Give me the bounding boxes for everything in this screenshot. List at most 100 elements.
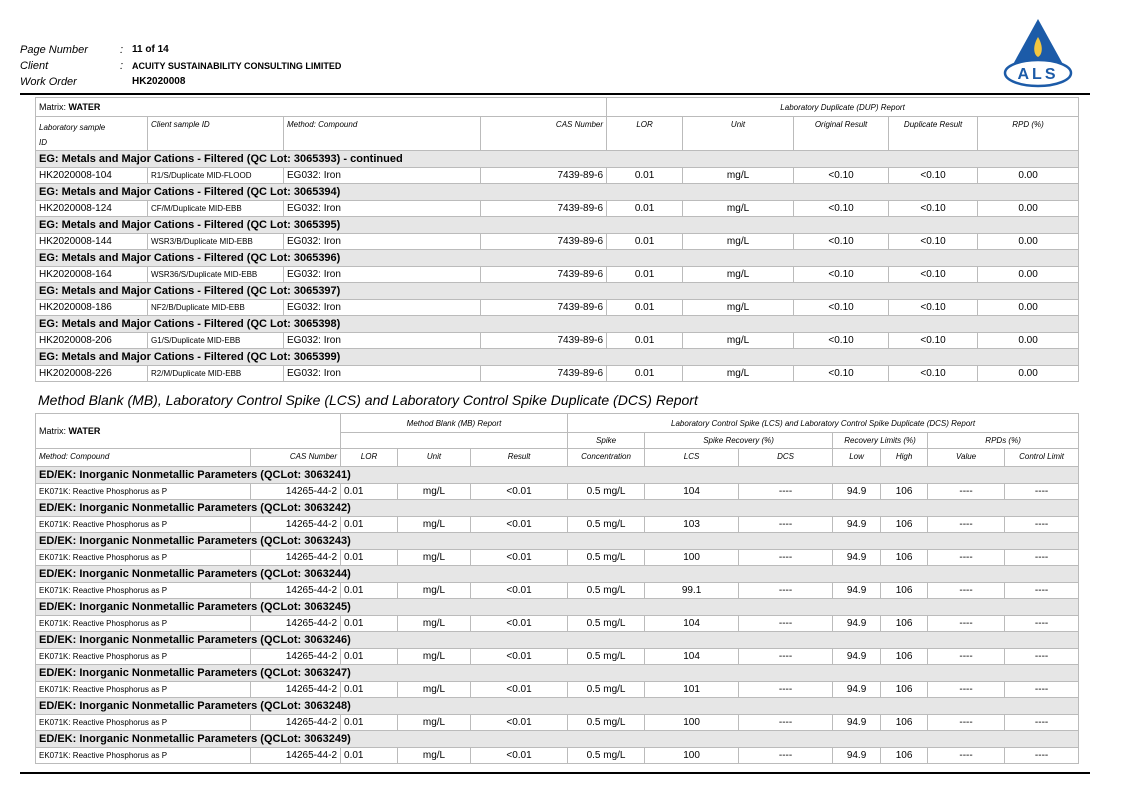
- cell: 0.00: [977, 332, 1080, 349]
- data-row: EK071K: Reactive Phosphorus as P 14265-44…: [35, 747, 1080, 764]
- group-row: ED/EK: Inorganic Nonmetallic Parameters …: [34, 598, 1080, 616]
- cell: 100: [644, 714, 740, 731]
- cell: 0.01: [606, 299, 684, 316]
- cell: ----: [1004, 714, 1080, 731]
- group-title: EG: Metals and Major Cations - Filtered …: [34, 348, 1080, 366]
- label: Page Number: [20, 44, 88, 56]
- cell: ----: [927, 516, 1006, 533]
- group-row: ED/EK: Inorganic Nonmetallic Parameters …: [34, 730, 1080, 748]
- column-header: Low: [832, 448, 882, 467]
- matrix-value: WATER: [68, 102, 101, 112]
- cell: ----: [1004, 582, 1080, 599]
- cell: <0.10: [793, 167, 890, 184]
- cell: 7439-89-6: [479, 299, 608, 316]
- cell: EG032: Iron: [283, 200, 481, 217]
- logo: ALS: [1003, 19, 1073, 88]
- cell: ----: [1004, 747, 1080, 764]
- group-title: ED/EK: Inorganic Nonmetallic Parameters …: [34, 664, 1080, 682]
- cell: ----: [927, 483, 1006, 500]
- data-row: EK071K: Reactive Phosphorus as P 14265-44…: [35, 516, 1080, 533]
- cell: 0.01: [340, 582, 399, 599]
- matrix-value: WATER: [68, 426, 101, 436]
- data-row: HK2020008-226 R2/M/Duplicate MID-EBB EG032…: [35, 365, 1080, 382]
- cell: 0.01: [340, 681, 399, 698]
- cell: HK2020008-206: [35, 332, 148, 349]
- cell: EG032: Iron: [283, 299, 481, 316]
- cell: 106: [880, 582, 929, 599]
- report-title: Laboratory Duplicate (DUP) Report: [606, 97, 1080, 117]
- cell: ----: [1004, 549, 1080, 566]
- cell: ----: [1004, 615, 1080, 632]
- cell: 14265-44-2: [249, 714, 342, 731]
- group-row: ED/EK: Inorganic Nonmetallic Parameters …: [34, 499, 1080, 517]
- data-row: EK071K: Reactive Phosphorus as P 14265-44…: [35, 582, 1080, 599]
- cell: HK2020008-104: [35, 167, 148, 184]
- cell: EK071K: Reactive Phosphorus as P: [35, 483, 251, 500]
- data-row: HK2020008-164 WSR36/S/Duplicate MID-EBB EG…: [35, 266, 1080, 283]
- cell: ----: [738, 483, 834, 500]
- cell: R1/S/Duplicate MID-FLOOD: [147, 167, 284, 184]
- group-row: ED/EK: Inorganic Nonmetallic Parameters …: [34, 664, 1080, 682]
- header-row: Client: ACUITY SUSTAINABILITY CONSULTING …: [20, 58, 341, 74]
- cell: ----: [738, 747, 834, 764]
- cell: <0.10: [888, 200, 979, 217]
- cell: EK071K: Reactive Phosphorus as P: [35, 582, 251, 599]
- cell: 14265-44-2: [249, 681, 342, 698]
- cell: HK2020008-124: [35, 200, 148, 217]
- cell: 0.5 mg/L: [567, 648, 646, 665]
- group-row: ED/EK: Inorganic Nonmetallic Parameters …: [34, 565, 1080, 583]
- cell: ----: [1004, 648, 1080, 665]
- cell: ----: [927, 747, 1006, 764]
- cell: 99.1: [644, 582, 740, 599]
- cell: mg/L: [397, 483, 472, 500]
- cell: G1/S/Duplicate MID-EBB: [147, 332, 284, 349]
- cell: 0.01: [340, 516, 399, 533]
- cell: 106: [880, 615, 929, 632]
- cell: WSR36/S/Duplicate MID-EBB: [147, 266, 284, 283]
- cell: <0.10: [888, 299, 979, 316]
- cell: NF2/B/Duplicate MID-EBB: [147, 299, 284, 316]
- cell: ----: [738, 648, 834, 665]
- cell: 7439-89-6: [479, 167, 608, 184]
- group-row: EG: Metals and Major Cations - Filtered …: [34, 216, 1080, 234]
- cell: 100: [644, 549, 740, 566]
- cell: 0.01: [606, 365, 684, 382]
- cell: 106: [880, 648, 929, 665]
- group-title: ED/EK: Inorganic Nonmetallic Parameters …: [34, 532, 1080, 550]
- cell: mg/L: [397, 747, 472, 764]
- matrix-label: Matrix:: [39, 426, 66, 436]
- cell: 0.5 mg/L: [567, 747, 646, 764]
- cell: 0.00: [977, 299, 1080, 316]
- cell: mg/L: [397, 516, 472, 533]
- matrix-cell: Matrix: WATER: [34, 413, 342, 449]
- cell: ----: [927, 582, 1006, 599]
- cell: mg/L: [682, 233, 795, 250]
- header-row: Spike Spike Recovery (%) Recovery Limits (…: [36, 432, 1080, 449]
- cell: 7439-89-6: [479, 332, 608, 349]
- column-header: Result: [470, 448, 569, 467]
- data-row: HK2020008-186 NF2/B/Duplicate MID-EBB EG03…: [35, 299, 1080, 316]
- cell: 104: [644, 648, 740, 665]
- cell: <0.10: [793, 200, 890, 217]
- cell: <0.01: [470, 714, 569, 731]
- cell: HK2020008-164: [35, 266, 148, 283]
- cell: 94.9: [832, 549, 882, 566]
- label: Client: [20, 60, 49, 72]
- cell: 0.01: [340, 615, 399, 632]
- cell: ----: [738, 615, 834, 632]
- cell: EG032: Iron: [283, 233, 481, 250]
- column-header: Unit: [397, 448, 472, 467]
- group-title: EG: Metals and Major Cations - Filtered …: [34, 150, 1080, 168]
- group-row: EG: Metals and Major Cations - Filtered …: [34, 282, 1080, 300]
- data-row: EK071K: Reactive Phosphorus as P 14265-44…: [35, 681, 1080, 698]
- cell: 0.01: [606, 200, 684, 217]
- group-title: EG: Metals and Major Cations - Filtered …: [34, 183, 1080, 201]
- cell: 94.9: [832, 714, 882, 731]
- cell: 0.01: [606, 233, 684, 250]
- cell: 0.01: [340, 549, 399, 566]
- cell: EK071K: Reactive Phosphorus as P: [35, 615, 251, 632]
- column-header: DCS: [738, 448, 834, 467]
- cell: 14265-44-2: [249, 549, 342, 566]
- separator: :: [120, 60, 124, 72]
- cell: 14265-44-2: [249, 483, 342, 500]
